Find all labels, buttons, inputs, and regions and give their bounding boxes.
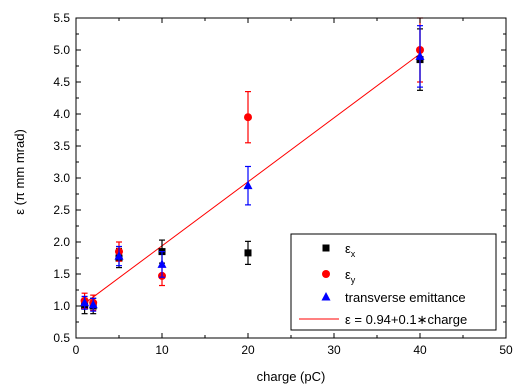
y-axis-title: ε (π mm mrad) bbox=[12, 129, 27, 215]
y-tick-label: 5.0 bbox=[53, 43, 70, 57]
legend-label: εy bbox=[345, 267, 356, 285]
legend-marker bbox=[322, 270, 330, 278]
data-point bbox=[88, 299, 98, 309]
x-tick-label: 30 bbox=[327, 343, 341, 357]
x-tick-label: 10 bbox=[155, 343, 169, 357]
y-tick-label: 5.5 bbox=[53, 11, 70, 25]
legend-marker bbox=[321, 292, 331, 301]
y-tick-label: 0.5 bbox=[53, 331, 70, 345]
y-tick-label: 1.5 bbox=[53, 267, 70, 281]
y-tick-label: 2.5 bbox=[53, 203, 70, 217]
legend: εx εy transverse emittance ε = 0.94+0.1∗cha… bbox=[290, 233, 497, 331]
y-tick-label: 3.5 bbox=[53, 139, 70, 153]
legend-marker bbox=[322, 244, 330, 252]
fit-line bbox=[84, 53, 421, 304]
data-point bbox=[244, 113, 252, 122]
legend-label: εx bbox=[345, 241, 356, 259]
y-tick-label: 1.0 bbox=[53, 299, 70, 313]
x-tick-label: 50 bbox=[499, 343, 513, 357]
y-tick-label: 2.0 bbox=[53, 235, 70, 249]
x-tick-label: 0 bbox=[73, 343, 80, 357]
legend-fit-label: ε = 0.94+0.1∗charge bbox=[345, 312, 467, 327]
x-tick-label: 40 bbox=[413, 343, 427, 357]
axes: 0 10 20 30 40 50 0.5 1.0 1.5 2.0 2.5 3.0 3.5 4.0 4.5 5.… bbox=[53, 11, 513, 357]
data-point bbox=[80, 297, 90, 307]
data-point bbox=[244, 249, 252, 257]
x-axis-title: charge (pC) bbox=[257, 369, 326, 384]
data-point bbox=[415, 51, 425, 60]
y-tick-label: 3.0 bbox=[53, 171, 70, 185]
legend-label: transverse emittance bbox=[345, 290, 466, 305]
plot-area bbox=[80, 17, 425, 315]
x-tick-label: 20 bbox=[241, 343, 255, 357]
data-point bbox=[114, 251, 124, 260]
series-triangle bbox=[80, 25, 425, 312]
data-point bbox=[243, 180, 253, 190]
data-point bbox=[157, 259, 167, 268]
y-tick-label: 4.5 bbox=[53, 75, 70, 89]
y-tick-label: 4.0 bbox=[53, 107, 70, 121]
